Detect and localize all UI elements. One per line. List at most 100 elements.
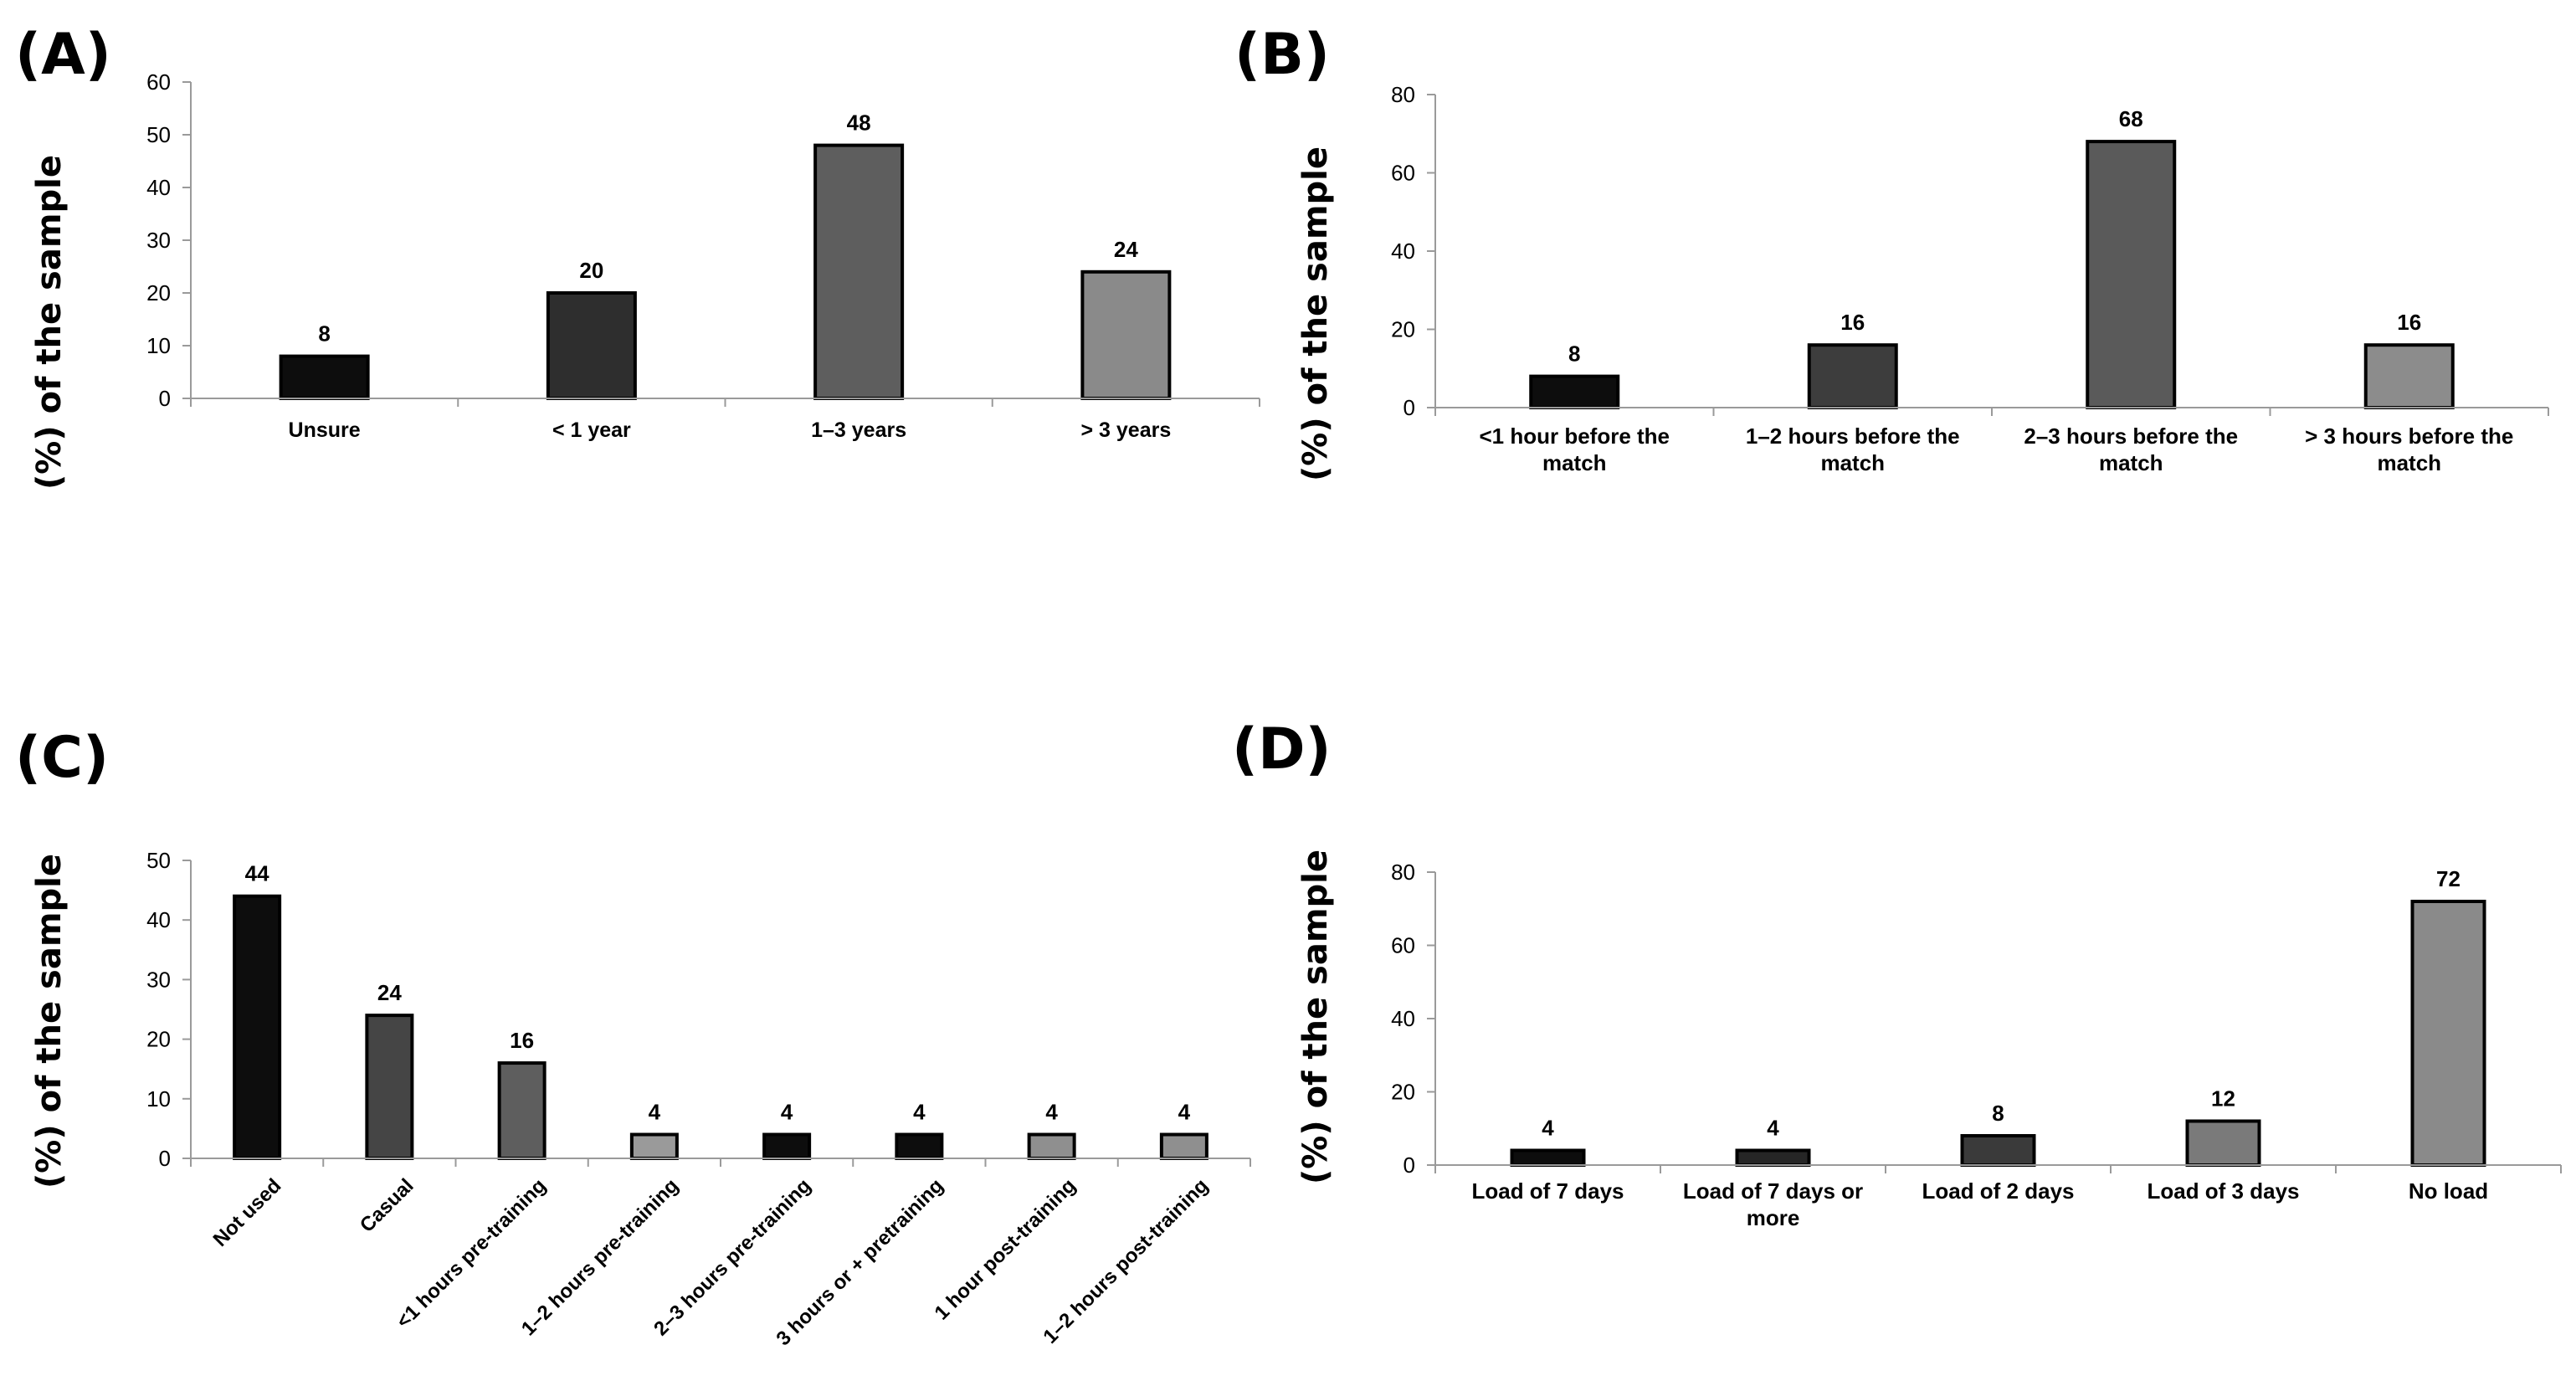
y-tick-label: 20 <box>146 1027 171 1052</box>
y-tick-group: 0 20 40 60 80 <box>1391 82 1435 420</box>
bar <box>365 1014 414 1160</box>
y-tick-label: 30 <box>146 228 171 253</box>
bar <box>2086 140 2177 409</box>
x-category-label-line: more <box>1747 1205 1800 1230</box>
y-tick-label: 0 <box>159 1146 171 1171</box>
y-tick-label: 0 <box>1403 1153 1415 1178</box>
y-tick-label: 60 <box>1391 161 1415 186</box>
y-tick-label: 50 <box>146 122 171 147</box>
x-category-label: > 3 years <box>1081 418 1172 442</box>
x-category-label: No load <box>2409 1178 2488 1204</box>
x-category-label-line: match <box>2377 450 2441 475</box>
axis-group <box>190 82 1260 407</box>
chart-panel-b: (B) (%) of the sample 0 20 40 60 80 8 <1 hour… <box>1234 22 2549 481</box>
y-tick-group: 0 20 40 60 80 <box>1391 860 1435 1178</box>
chart-panel-d: (D) (%) of the sample 0 20 40 60 80 4 Load of… <box>1232 716 2562 1230</box>
x-category-label: <1 hour before the match <box>1479 424 1670 475</box>
axis-group <box>1434 872 2562 1173</box>
y-tick-label: 60 <box>146 69 171 95</box>
data-label: 48 <box>847 110 871 136</box>
x-category-label: < 1 year <box>552 418 631 442</box>
bar-group: 8 <1 hour before the match 16 1–2 hours befo… <box>1479 106 2513 475</box>
x-category-label-line: > 3 years <box>1081 418 1172 442</box>
bar <box>1807 343 1898 410</box>
x-category-label: 2–3 hours before the match <box>2024 424 2238 475</box>
x-category-label-line: match <box>1820 450 1885 475</box>
x-category-label-line: Load of 2 days <box>1922 1178 2074 1204</box>
data-label: 24 <box>377 980 402 1005</box>
data-label: 4 <box>1178 1100 1191 1125</box>
x-category-label-line: < 1 year <box>552 418 631 442</box>
x-category-label: Unsure <box>289 418 361 442</box>
bar <box>2363 343 2455 410</box>
bar <box>279 354 370 401</box>
data-label: 4 <box>1542 1116 1554 1141</box>
y-axis-label: (%) of the sample <box>30 155 69 490</box>
data-label: 4 <box>649 1100 661 1125</box>
y-tick-label: 50 <box>146 848 171 873</box>
panel-letter: (C) <box>15 725 109 791</box>
y-tick-label: 0 <box>159 386 171 411</box>
data-label: 4 <box>1045 1100 1058 1125</box>
x-category-label-line: Unsure <box>289 418 361 442</box>
data-label: 68 <box>2119 106 2143 131</box>
x-category-label-line: match <box>2099 450 2163 475</box>
x-category-label: 1–3 years <box>811 418 906 442</box>
bar <box>546 291 637 400</box>
x-category-label-line: Load of 7 days or <box>1683 1178 1863 1204</box>
y-axis-label: (%) of the sample <box>1296 850 1335 1184</box>
x-category-label-line: 1–3 years <box>811 418 906 442</box>
data-label: 16 <box>510 1028 534 1053</box>
y-tick-label: 80 <box>1391 82 1415 107</box>
x-category-label-line: > 3 hours before the <box>2305 424 2513 449</box>
x-category-label-line: Load of 7 days <box>1471 1178 1624 1204</box>
data-label: 16 <box>2397 310 2421 335</box>
y-tick-label: 20 <box>1391 1080 1415 1105</box>
x-category-label-line: No load <box>2409 1178 2488 1204</box>
y-tick-label: 20 <box>146 280 171 305</box>
y-tick-label: 60 <box>1391 933 1415 958</box>
y-tick-group: 0 10 20 30 40 50 60 <box>146 69 191 411</box>
bar <box>497 1061 547 1160</box>
y-tick-label: 40 <box>1391 239 1415 264</box>
bar <box>1080 270 1172 400</box>
y-tick-label: 40 <box>146 907 171 932</box>
bar <box>2410 900 2486 1167</box>
bar <box>1735 1148 1811 1167</box>
data-label: 8 <box>1568 341 1580 367</box>
axis-group <box>190 860 1251 1167</box>
bar <box>1159 1132 1208 1161</box>
data-label: 4 <box>781 1100 793 1125</box>
data-label: 72 <box>2436 866 2461 891</box>
y-tick-label: 20 <box>1391 317 1415 342</box>
panel-letter: (A) <box>15 22 111 88</box>
data-label: 8 <box>1992 1101 2004 1126</box>
y-tick-group: 0 10 20 30 40 50 <box>146 848 191 1171</box>
y-tick-label: 30 <box>146 967 171 992</box>
y-tick-label: 40 <box>146 175 171 200</box>
data-label: 20 <box>579 258 603 283</box>
x-category-label: 1–2 hours before the match <box>1746 424 1960 475</box>
bar <box>1510 1148 1586 1167</box>
data-label: 24 <box>1114 237 1138 262</box>
x-category-label-line: match <box>1542 450 1607 475</box>
bar <box>1529 374 1620 410</box>
x-category-label: Load of 7 days <box>1471 1178 1624 1204</box>
panel-letter: (B) <box>1234 22 1330 88</box>
chart-panel-a: (A) (%) of the sample 0 10 20 30 40 50 60 8 Uns… <box>15 22 1260 490</box>
bar-group: 8 Unsure 20 < 1 year 48 1–3 years 24 > 3 years <box>279 110 1172 442</box>
x-category-label: Load of 2 days <box>1922 1178 2074 1204</box>
y-axis-label: (%) of the sample <box>30 854 69 1188</box>
panel-letter: (D) <box>1232 716 1332 783</box>
y-tick-label: 10 <box>146 1086 171 1111</box>
y-tick-label: 40 <box>1391 1006 1415 1031</box>
bar <box>895 1132 944 1161</box>
x-category-label: Load of 3 days <box>2147 1178 2299 1204</box>
data-label: 12 <box>2211 1086 2235 1111</box>
y-tick-label: 0 <box>1403 395 1415 420</box>
bar <box>813 143 905 400</box>
x-category-label-line: 2–3 hours before the <box>2024 424 2238 449</box>
data-label: 4 <box>1767 1116 1779 1141</box>
axis-group <box>1434 95 2549 416</box>
bar <box>1027 1132 1076 1161</box>
